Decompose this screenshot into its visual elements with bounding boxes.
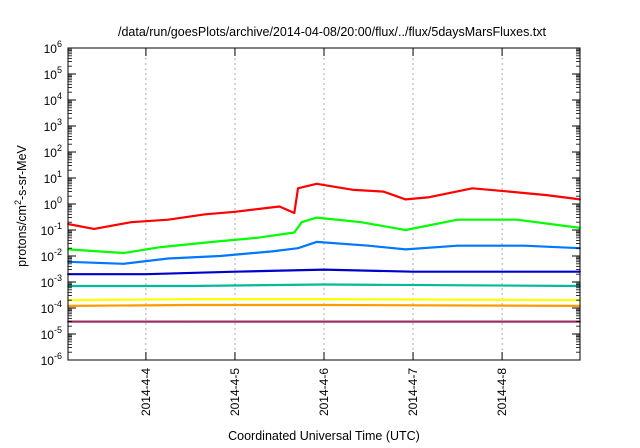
series-line-3 [68, 268, 580, 276]
series-0-point-6 [278, 205, 281, 208]
y-tick-label-11: 105 [44, 65, 62, 82]
series-1-point-1 [122, 252, 125, 254]
y-tick-label-4: 10-2 [41, 247, 62, 264]
y-axis-title-main: protons/cm [15, 205, 29, 267]
y-tick-label-2: 10-4 [41, 299, 62, 316]
series-line-5 [67, 298, 581, 302]
series-5-point-2 [323, 298, 325, 300]
y-axis-title-exponent: 2 [13, 200, 23, 205]
series-2-point-2 [167, 257, 170, 260]
series-5-point-1 [189, 298, 192, 300]
series-1-point-3 [211, 241, 214, 243]
series-1-point-6 [300, 221, 303, 224]
series-1-point-2 [159, 246, 162, 249]
series-0-point-10 [352, 189, 355, 191]
series-0-point-3 [167, 218, 170, 221]
series-4-point-1 [189, 285, 192, 287]
x-axis-title: Coordinated Universal Time (UTC) [228, 429, 420, 443]
series-6-point-1 [189, 304, 192, 306]
series-2-point-7 [367, 244, 370, 247]
x-axis: 2014-4-4 2014-4-5 2014-4-6 2014-4-7 2014-4-8 [139, 48, 509, 416]
series-7-point-1 [189, 320, 192, 323]
series-1-point-11 [516, 218, 518, 221]
series-1-point-5 [293, 231, 296, 234]
series-0-point-11 [382, 190, 385, 193]
y-tick-label-7: 101 [44, 169, 62, 186]
series-6-point-2 [323, 304, 325, 306]
series-group [67, 182, 581, 323]
series-4-point-2 [323, 283, 325, 286]
y-tick-label-5: 10-1 [41, 221, 62, 238]
y-tick-label-1: 10-5 [41, 325, 62, 342]
y-tick-label-0: 10-6 [41, 351, 62, 368]
chart-title: /data/run/goesPlots/archive/2014-04-08/2… [118, 25, 547, 39]
y-tick-label-8: 102 [44, 143, 62, 160]
x-tick-label-0: 2014-4-4 [139, 368, 153, 416]
series-2-point-6 [315, 241, 318, 243]
series-3-point-3 [323, 268, 325, 271]
y-axis: 10-6 10-5 10-4 10-3 10-2 10-1 100 101 102 103 104 1… [41, 39, 580, 368]
x-tick-label-1: 2014-4-5 [228, 368, 242, 416]
series-1-point-7 [315, 216, 318, 219]
series-0-point-8 [297, 187, 299, 190]
x-tick-label-3: 2014-4-7 [406, 368, 420, 416]
series-2-point-1 [122, 262, 125, 265]
y-axis-title-tail: -s-sr-MeV [15, 144, 29, 200]
series-0-point-7 [293, 212, 296, 214]
series-0-point-5 [234, 210, 236, 213]
series-0-point-14 [471, 187, 474, 190]
series-1-point-10 [456, 218, 459, 221]
series-3-point-1 [145, 273, 147, 276]
series-2-point-10 [523, 244, 526, 247]
series-0-point-13 [427, 196, 429, 199]
series-2-point-4 [271, 250, 273, 253]
series-line-4 [68, 283, 581, 288]
series-0-point-1 [93, 228, 95, 230]
y-tick-label-12: 106 [44, 39, 62, 56]
series-3-point-4 [412, 270, 414, 273]
series-2-point-5 [297, 247, 299, 250]
series-7-point-2 [323, 320, 325, 323]
series-line-1 [67, 216, 581, 255]
y-tick-label-10: 104 [44, 91, 62, 108]
series-0-point-2 [130, 221, 133, 224]
series-0-point-4 [204, 213, 207, 216]
series-1-point-9 [404, 229, 407, 231]
y-axis-title: protons/cm2-s-sr-MeV [13, 144, 29, 266]
series-1-point-8 [360, 221, 362, 224]
series-2-point-9 [456, 244, 459, 247]
series-0-point-12 [404, 198, 407, 201]
series-2-point-3 [219, 255, 222, 257]
y-tick-label-6: 100 [44, 195, 62, 212]
series-line-2 [67, 240, 581, 265]
series-line-6 [67, 303, 581, 307]
series-0-point-16 [545, 194, 548, 197]
series-0-point-9 [315, 182, 318, 185]
x-tick-label-2: 2014-4-6 [317, 368, 331, 416]
series-0-point-15 [508, 190, 511, 193]
series-line-0 [67, 182, 581, 230]
series-1-point-4 [256, 236, 259, 239]
series-3-point-2 [234, 270, 236, 273]
x-tick-label-4: 2014-4-8 [495, 368, 509, 416]
grid-lines [145, 48, 503, 360]
y-tick-label-9: 103 [44, 117, 62, 134]
y-tick-label-3: 10-3 [41, 273, 62, 290]
series-2-point-8 [404, 248, 407, 251]
